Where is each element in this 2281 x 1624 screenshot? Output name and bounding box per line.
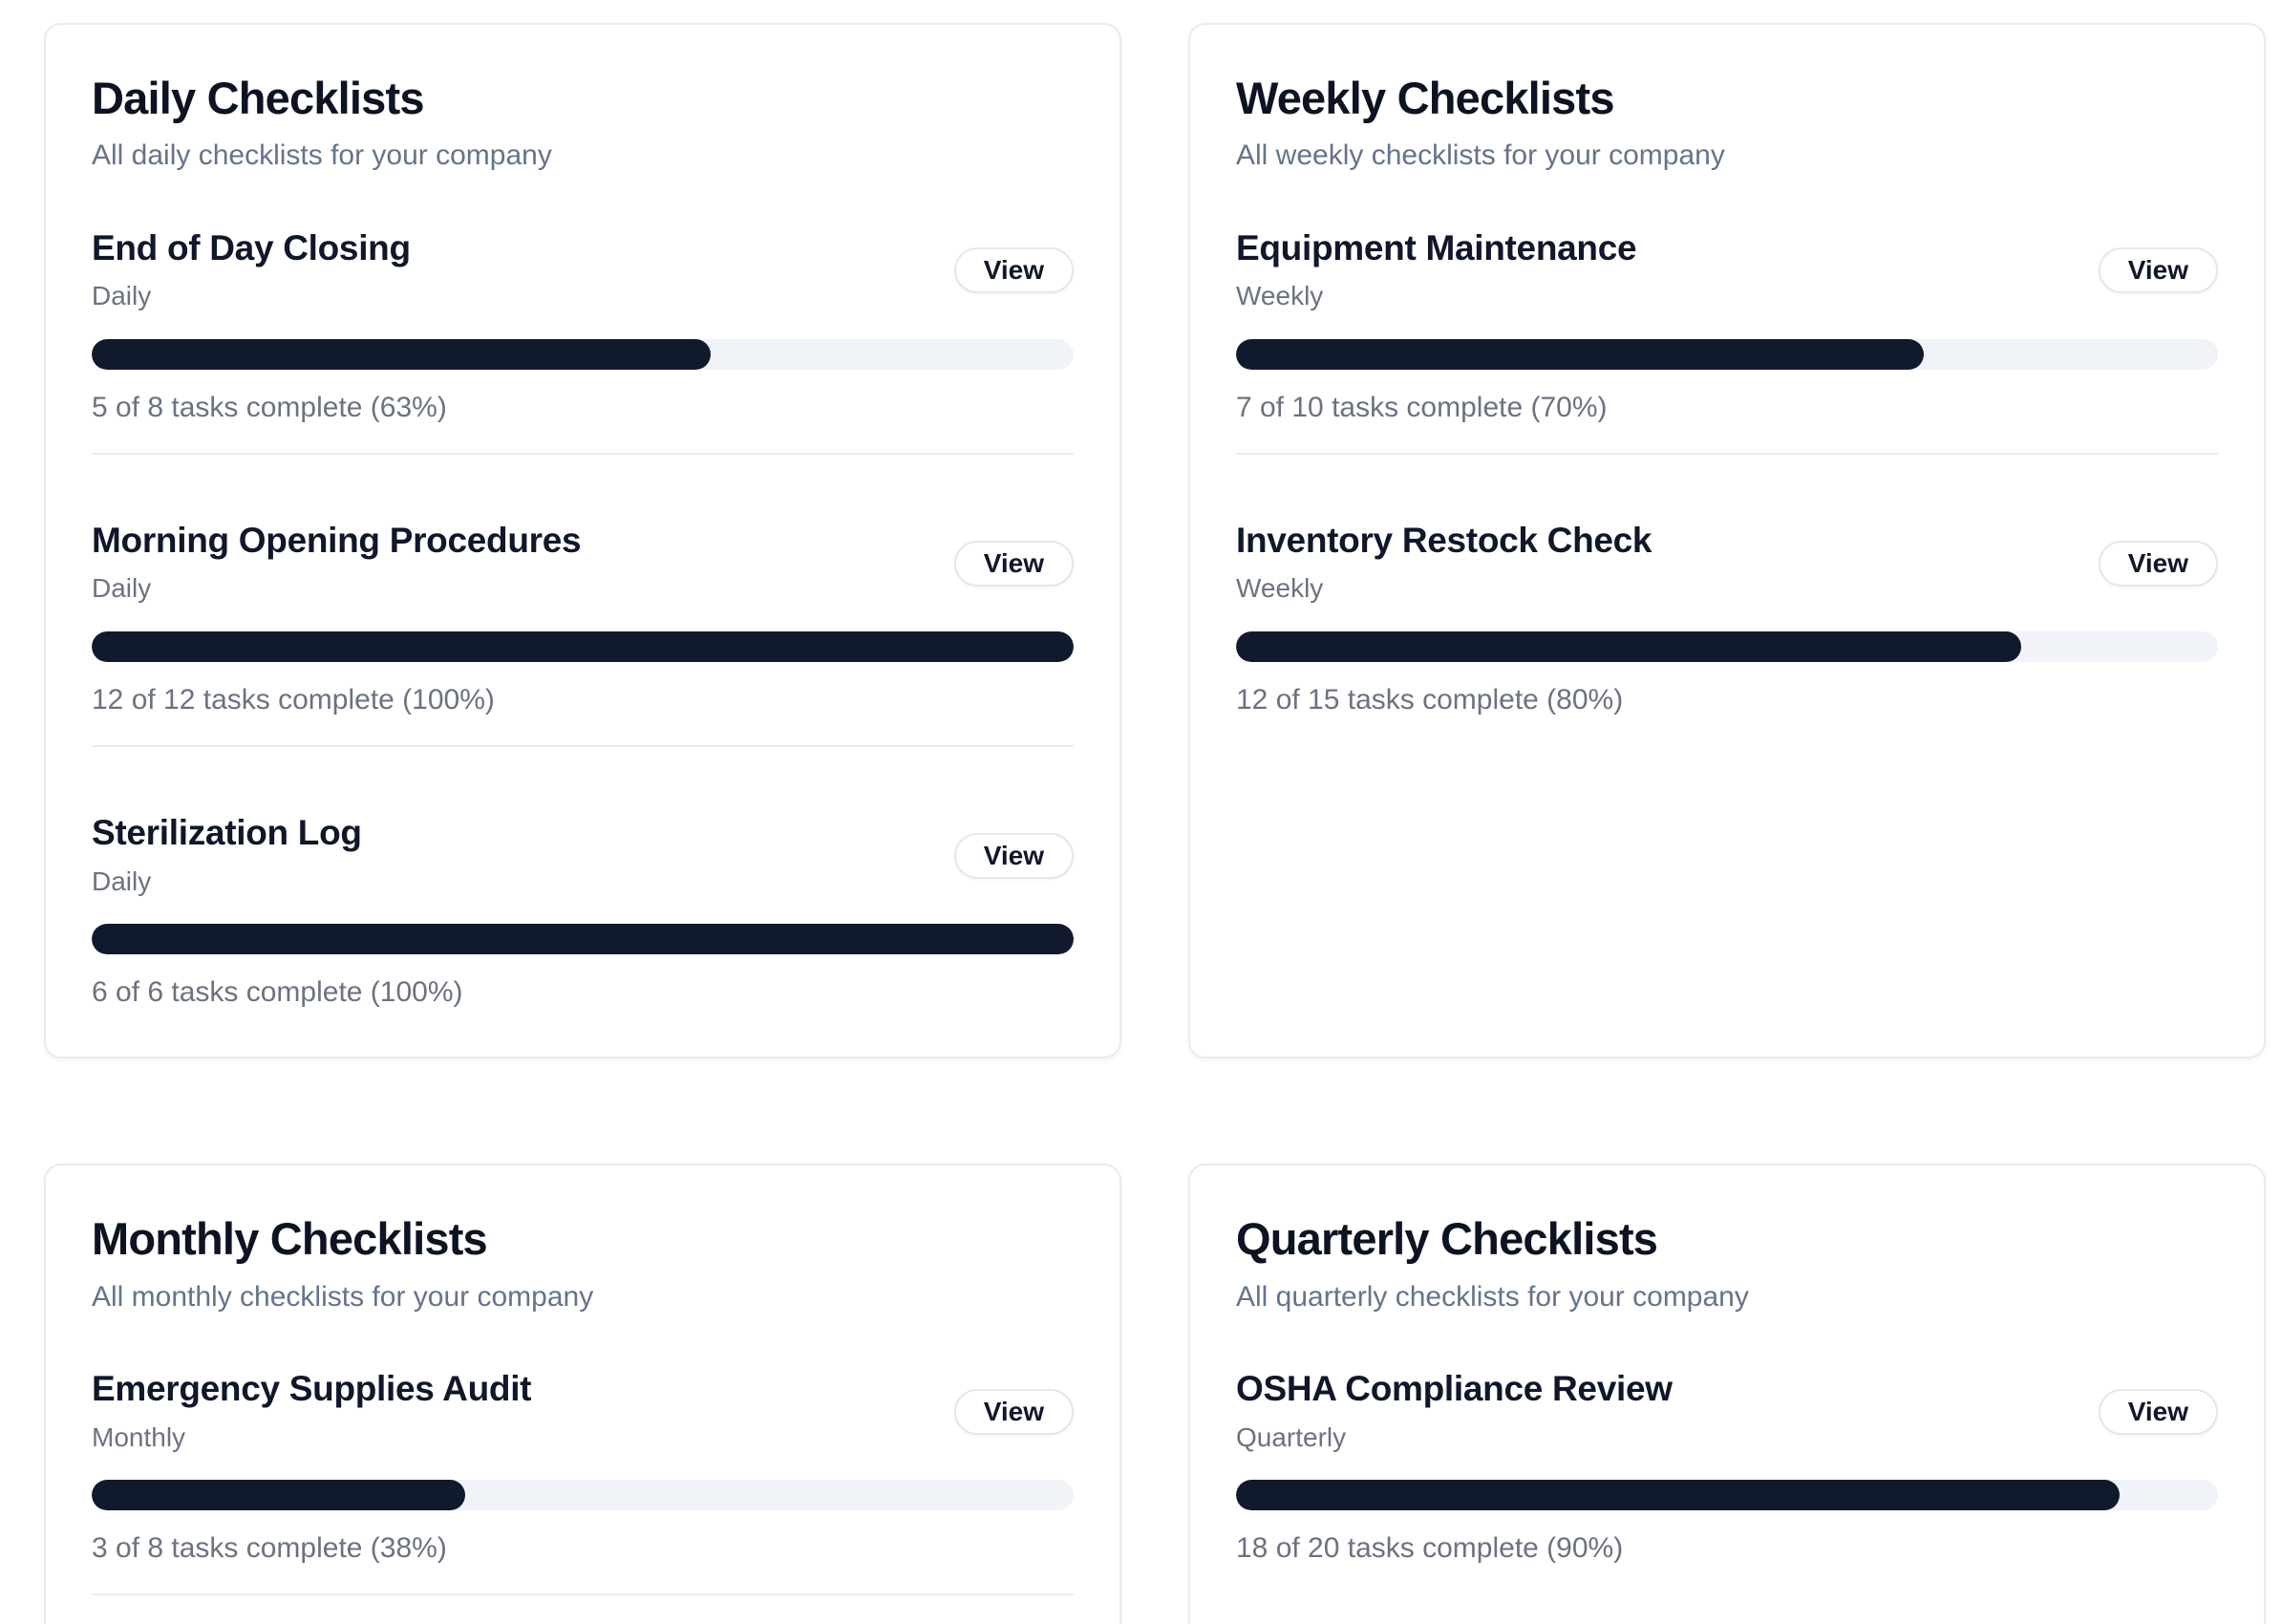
daily-checklists-card: Daily Checklists All daily checklists fo… bbox=[44, 23, 1121, 1059]
checklist-item: Staff Training Review Monthly View 2 of … bbox=[92, 1593, 1074, 1624]
card-subtitle: All daily checklists for your company bbox=[92, 139, 552, 172]
progress-summary: 5 of 8 tasks complete (63%) bbox=[92, 392, 447, 424]
progress-bar-fill bbox=[92, 631, 1074, 663]
checklist-name: OSHA Compliance Review bbox=[1236, 1369, 1673, 1409]
checklist-item: Inventory Restock Check Weekly View 12 o… bbox=[1236, 453, 2218, 718]
checklist-item-text: OSHA Compliance Review Quarterly bbox=[1236, 1368, 1673, 1455]
progress-bar bbox=[92, 924, 1074, 955]
monthly-checklists-card: Monthly Checklists All monthly checklist… bbox=[44, 1164, 1121, 1624]
progress-bar-fill bbox=[92, 339, 711, 371]
checklist-items: End of Day Closing Daily View 5 of 8 tas… bbox=[92, 227, 1074, 1012]
checklist-item-header: Inventory Restock Check Weekly View bbox=[1236, 520, 2218, 607]
card-title: Quarterly Checklists bbox=[1236, 1213, 1658, 1265]
checklist-item: Emergency Supplies Audit Monthly View 3 … bbox=[92, 1368, 1074, 1567]
card-title: Monthly Checklists bbox=[92, 1213, 488, 1265]
progress-bar bbox=[92, 1480, 1074, 1511]
progress-bar bbox=[1236, 339, 2218, 371]
view-button[interactable]: View bbox=[953, 540, 1074, 587]
checklist-item-text: Emergency Supplies Audit Monthly bbox=[92, 1368, 532, 1455]
checklist-item-text: End of Day Closing Daily bbox=[92, 227, 411, 314]
card-subtitle: All quarterly checklists for your compan… bbox=[1236, 1280, 1749, 1313]
checklist-frequency: Daily bbox=[92, 281, 152, 311]
progress-summary: 3 of 8 tasks complete (38%) bbox=[92, 1532, 447, 1565]
checklist-name: Sterilization Log bbox=[92, 813, 362, 853]
progress-bar-fill bbox=[92, 924, 1074, 955]
checklist-name: Equipment Maintenance bbox=[1236, 227, 1637, 267]
progress-summary: 12 of 12 tasks complete (100%) bbox=[92, 684, 495, 716]
view-button[interactable]: View bbox=[2098, 247, 2218, 294]
checklist-item-header: End of Day Closing Daily View bbox=[92, 227, 1074, 314]
checklist-item: OSHA Compliance Review Quarterly View 18… bbox=[1236, 1368, 2218, 1567]
weekly-checklists-card: Weekly Checklists All weekly checklists … bbox=[1188, 23, 2266, 1059]
progress-summary: 6 of 6 tasks complete (100%) bbox=[92, 976, 463, 1009]
card-subtitle: All monthly checklists for your company bbox=[92, 1280, 594, 1313]
progress-summary: 7 of 10 tasks complete (70%) bbox=[1236, 392, 1608, 424]
view-button[interactable]: View bbox=[953, 832, 1074, 879]
progress-bar-fill bbox=[1236, 339, 1924, 371]
checklist-item-text: Sterilization Log Daily bbox=[92, 812, 362, 899]
checklist-item-header: OSHA Compliance Review Quarterly View bbox=[1236, 1368, 2218, 1455]
progress-bar bbox=[1236, 631, 2218, 663]
checklist-items: Equipment Maintenance Weekly View 7 of 1… bbox=[1236, 227, 2218, 718]
checklist-frequency: Daily bbox=[92, 573, 152, 604]
checklist-item-header: Emergency Supplies Audit Monthly View bbox=[92, 1368, 1074, 1455]
checklist-item-header: Equipment Maintenance Weekly View bbox=[1236, 227, 2218, 314]
checklist-item-text: Inventory Restock Check Weekly bbox=[1236, 520, 1652, 607]
checklist-item-header: Sterilization Log Daily View bbox=[92, 812, 1074, 899]
checklist-frequency: Daily bbox=[92, 865, 152, 896]
card-title: Weekly Checklists bbox=[1236, 73, 1615, 123]
progress-bar-fill bbox=[1236, 1480, 2121, 1511]
checklist-name: Emergency Supplies Audit bbox=[92, 1369, 532, 1409]
checklist-item: Morning Opening Procedures Daily View 12… bbox=[92, 453, 1074, 718]
checklist-item-header: Morning Opening Procedures Daily View bbox=[92, 520, 1074, 607]
checklist-items: OSHA Compliance Review Quarterly View 18… bbox=[1236, 1368, 2218, 1567]
checklist-frequency: Monthly bbox=[92, 1421, 186, 1452]
progress-bar bbox=[92, 339, 1074, 371]
view-button[interactable]: View bbox=[2098, 540, 2218, 587]
progress-summary: 12 of 15 tasks complete (80%) bbox=[1236, 684, 1624, 716]
checklist-item: Sterilization Log Daily View 6 of 6 task… bbox=[92, 745, 1074, 1011]
checklist-name: Inventory Restock Check bbox=[1236, 521, 1652, 561]
checklist-frequency: Weekly bbox=[1236, 281, 1324, 311]
progress-bar bbox=[1236, 1480, 2218, 1511]
checklist-frequency: Quarterly bbox=[1236, 1421, 1347, 1452]
view-button[interactable]: View bbox=[953, 247, 1074, 294]
checklist-item: End of Day Closing Daily View 5 of 8 tas… bbox=[92, 227, 1074, 426]
card-subtitle: All weekly checklists for your company bbox=[1236, 139, 1725, 172]
checklist-item-text: Equipment Maintenance Weekly bbox=[1236, 227, 1637, 314]
progress-summary: 18 of 20 tasks complete (90%) bbox=[1236, 1532, 1624, 1565]
card-title: Daily Checklists bbox=[92, 73, 425, 123]
progress-bar-fill bbox=[92, 1480, 465, 1511]
quarterly-checklists-card: Quarterly Checklists All quarterly check… bbox=[1188, 1164, 2266, 1624]
checklist-name: End of Day Closing bbox=[92, 227, 411, 267]
checklist-name: Morning Opening Procedures bbox=[92, 521, 582, 561]
checklist-frequency: Weekly bbox=[1236, 573, 1324, 604]
progress-bar bbox=[92, 631, 1074, 663]
checklist-items: Emergency Supplies Audit Monthly View 3 … bbox=[92, 1368, 1074, 1624]
view-button[interactable]: View bbox=[2098, 1388, 2218, 1435]
progress-bar-fill bbox=[1236, 631, 2022, 663]
view-button[interactable]: View bbox=[953, 1388, 1074, 1435]
checklist-item-text: Morning Opening Procedures Daily bbox=[92, 520, 582, 607]
checklist-item: Equipment Maintenance Weekly View 7 of 1… bbox=[1236, 227, 2218, 426]
